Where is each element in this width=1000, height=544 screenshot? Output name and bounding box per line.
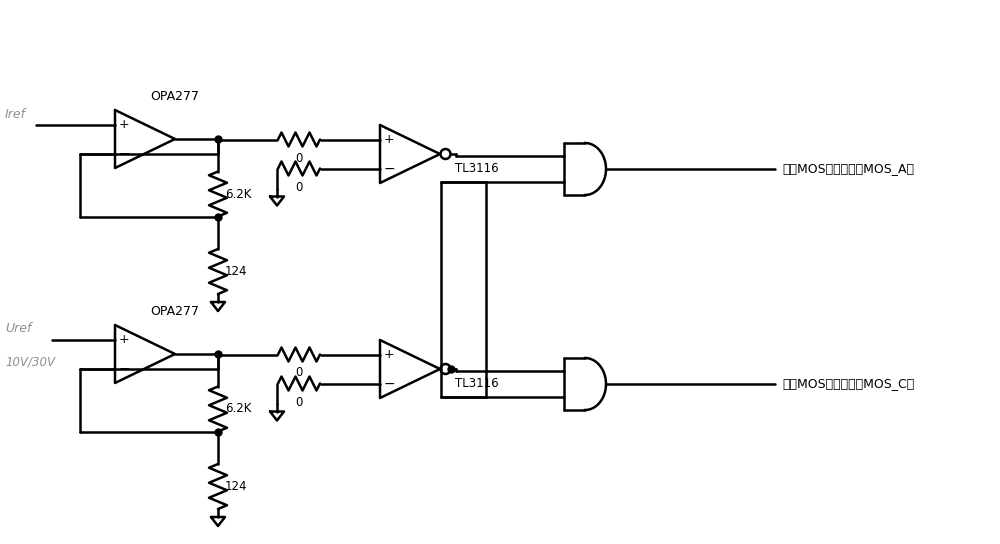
Text: −: − bbox=[119, 146, 131, 160]
Text: 0: 0 bbox=[295, 151, 303, 164]
Text: 10V/30V: 10V/30V bbox=[5, 355, 55, 368]
Text: 124: 124 bbox=[225, 265, 248, 278]
Text: 0: 0 bbox=[295, 181, 303, 194]
Text: TL3116: TL3116 bbox=[455, 162, 499, 175]
Text: +: + bbox=[119, 333, 130, 346]
Text: +: + bbox=[384, 348, 395, 361]
Text: Uref: Uref bbox=[5, 322, 31, 335]
Text: 后接MOS驱动器驱动MOS_C管: 后接MOS驱动器驱动MOS_C管 bbox=[782, 378, 914, 391]
Text: +: + bbox=[119, 118, 130, 131]
Text: −: − bbox=[384, 376, 396, 391]
Text: 124: 124 bbox=[225, 480, 248, 493]
Text: OPA277: OPA277 bbox=[150, 305, 199, 318]
Text: 后接MOS驱动器驱动MOS_A管: 后接MOS驱动器驱动MOS_A管 bbox=[782, 163, 914, 176]
Text: 6.2K: 6.2K bbox=[225, 188, 251, 201]
Text: −: − bbox=[119, 362, 131, 375]
Text: Iref: Iref bbox=[5, 108, 26, 121]
Text: 0: 0 bbox=[295, 395, 303, 409]
Text: 0: 0 bbox=[295, 367, 303, 380]
Text: −: − bbox=[384, 162, 396, 176]
Text: OPA277: OPA277 bbox=[150, 90, 199, 103]
Text: TL3116: TL3116 bbox=[455, 377, 499, 390]
Text: 6.2K: 6.2K bbox=[225, 403, 251, 416]
Text: +: + bbox=[384, 133, 395, 146]
